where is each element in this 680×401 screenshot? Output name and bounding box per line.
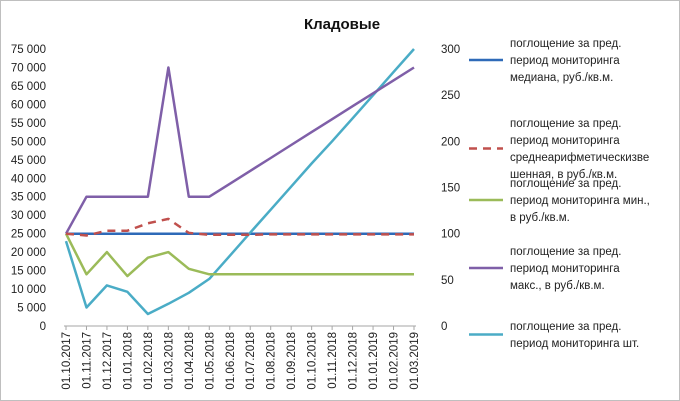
left-tick-label: 25 000: [11, 229, 46, 241]
x-tick-label: 01.04.2018: [184, 332, 196, 390]
x-tick-label: 01.11.2017: [81, 332, 93, 389]
legend: поглощение за пред. период мониторинга мед…: [469, 38, 650, 350]
left-tick-label: 50 000: [11, 136, 46, 148]
legend-label-2: период мониторинга: [510, 135, 620, 147]
x-tick-label: 01.02.2019: [389, 332, 401, 390]
left-tick-label: 30 000: [11, 210, 46, 222]
legend-label-4: макс., в руб./кв.м.: [510, 280, 605, 292]
x-tick-label: 01.12.2017: [102, 332, 114, 390]
legend-label-2: среднеарифметическизве: [510, 152, 649, 164]
left-tick-label: 10 000: [11, 284, 46, 296]
x-tick-label: 01.01.2019: [368, 332, 380, 390]
left-tick-label: 60 000: [11, 99, 46, 111]
x-tick-label: 01.08.2018: [266, 332, 278, 390]
x-tick-label: 01.07.2018: [245, 332, 257, 390]
series-line-5: [64, 48, 415, 316]
x-tick-label: 01.09.2018: [286, 332, 298, 390]
left-tick-label: 35 000: [11, 192, 46, 204]
x-tick-label: 01.10.2017: [61, 332, 73, 390]
legend-label-2: шенная, в руб./кв.м.: [510, 169, 617, 181]
right-tick-label: 0: [441, 321, 447, 333]
chart-title: Кладовые: [304, 16, 380, 33]
series-lines: [64, 48, 415, 316]
right-axis-ticks: 0 50 100 150 200 250 300: [441, 44, 460, 333]
legend-label-3: период мониторинга мин.,: [510, 195, 650, 207]
left-tick-label: 0: [40, 321, 46, 333]
legend-label-1: период мониторинга: [510, 55, 620, 67]
left-tick-label: 55 000: [11, 118, 46, 130]
x-tick-label: 01.03.2019: [409, 332, 421, 390]
legend-label-3: в руб./кв.м.: [510, 212, 570, 224]
right-tick-label: 250: [441, 90, 460, 102]
x-tick-label: 01.03.2018: [163, 332, 175, 390]
x-tick-label: 01.05.2018: [204, 332, 216, 390]
left-axis-ticks: 0 5 000 10 000 15 000 20 000 25 000 30 000 35 0…: [11, 44, 46, 333]
left-tick-label: 20 000: [11, 247, 46, 259]
left-tick-label: 45 000: [11, 155, 46, 167]
series-line-3: [64, 233, 414, 278]
right-tick-label: 50: [441, 275, 454, 287]
x-tick-label: 01.01.2018: [122, 332, 134, 390]
right-tick-label: 150: [441, 183, 460, 195]
right-tick-label: 100: [441, 229, 460, 241]
x-axis-ticks: 01.10.2017 01.11.2017 01.12.2017 01.01.2018…: [61, 326, 421, 390]
left-tick-label: 5 000: [17, 303, 46, 315]
series-line-2: [65, 217, 414, 237]
legend-label-4: период мониторинга: [510, 263, 620, 275]
left-tick-label: 65 000: [11, 81, 46, 93]
left-tick-label: 15 000: [11, 266, 46, 278]
series-line-4: [64, 66, 415, 235]
right-tick-label: 200: [441, 136, 460, 148]
x-tick-label: 01.02.2018: [143, 332, 155, 390]
legend-label-3: поглощение за пред.: [510, 178, 621, 190]
right-tick-label: 300: [441, 44, 460, 56]
legend-label-1: поглощение за пред.: [510, 38, 621, 50]
x-tick-label: 01.06.2018: [225, 332, 237, 390]
x-tick-label: 01.10.2018: [307, 332, 319, 390]
left-tick-label: 75 000: [11, 44, 46, 56]
x-tick-label: 01.12.2018: [348, 332, 360, 390]
legend-label-2: поглощение за пред.: [510, 118, 621, 130]
legend-label-4: поглощение за пред.: [510, 246, 621, 258]
legend-label-5: поглощение за пред.: [510, 321, 621, 333]
left-tick-label: 40 000: [11, 173, 46, 185]
legend-label-1: медиана, руб./кв.м.: [510, 72, 613, 84]
left-tick-label: 70 000: [11, 62, 46, 74]
legend-label-5: период мониторинга шт.: [510, 338, 639, 350]
x-tick-label: 01.11.2018: [327, 332, 339, 389]
